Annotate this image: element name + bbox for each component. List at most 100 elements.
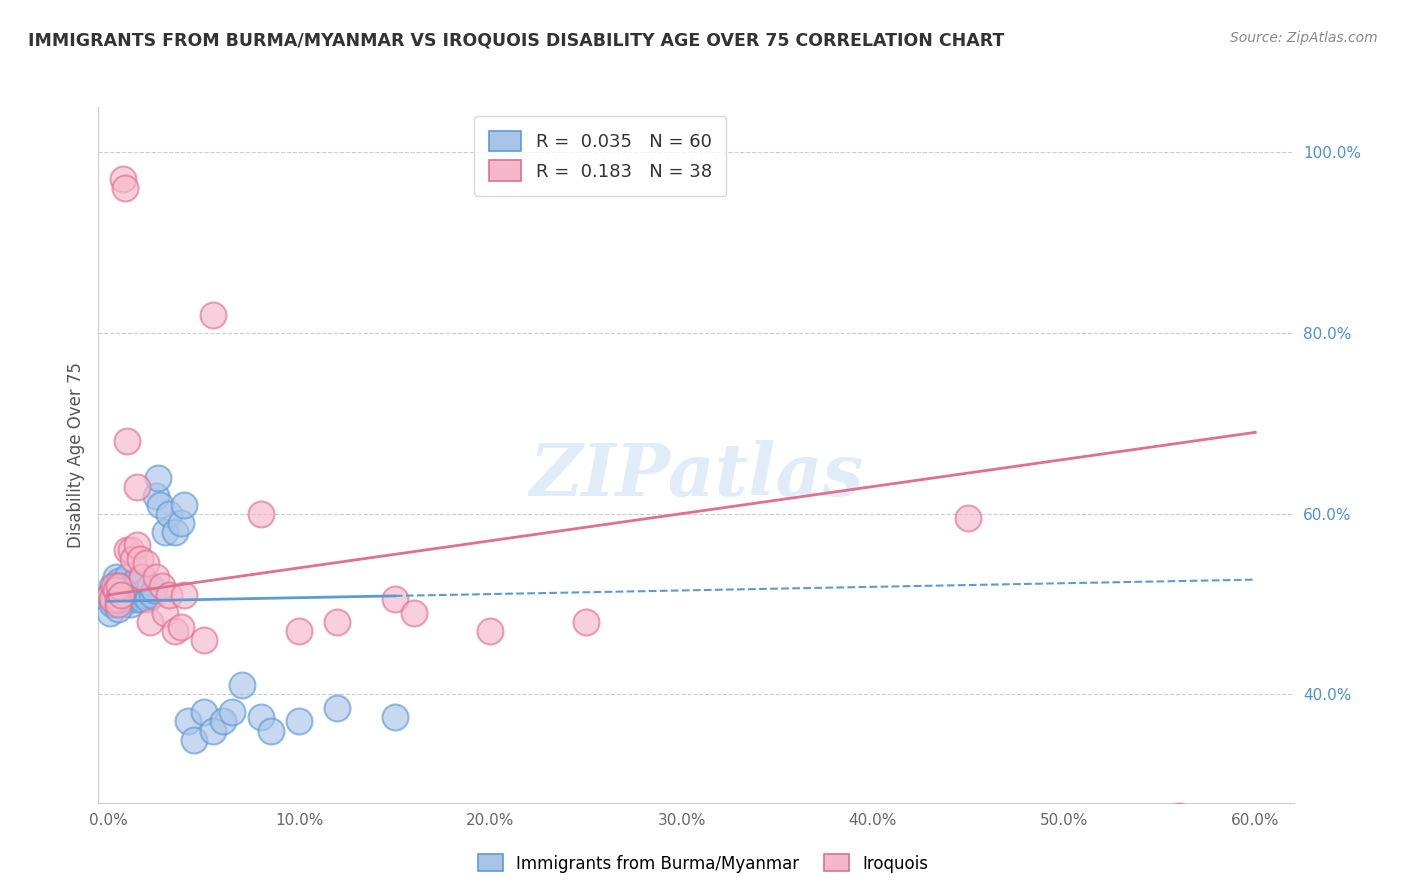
Point (139, 579, 162, 593)
Point (114, 583, 136, 598)
Point (125, 479, 148, 493)
Point (112, 583, 135, 598)
Point (129, 579, 152, 593)
Point (145, 570, 167, 584)
Point (163, 524, 186, 539)
Point (231, 678, 253, 692)
Point (112, 579, 135, 593)
Point (110, 588, 132, 602)
Text: Source: ZipAtlas.com: Source: ZipAtlas.com (1230, 31, 1378, 45)
Point (104, 583, 127, 598)
Point (108, 579, 131, 593)
Point (121, 551, 143, 566)
Point (98, 606, 121, 620)
Point (131, 570, 153, 584)
Point (384, 592, 406, 607)
Point (202, 308, 225, 322)
Point (104, 583, 127, 598)
Point (326, 701, 349, 715)
Point (1167, 809, 1189, 823)
Point (202, 723, 225, 738)
Point (121, 583, 143, 598)
Point (103, 597, 125, 611)
Point (125, 538, 148, 552)
Point (107, 579, 129, 593)
Point (288, 624, 311, 639)
Point (131, 592, 153, 607)
Point (101, 579, 124, 593)
Point (118, 588, 141, 602)
Point (125, 592, 148, 607)
Point (136, 592, 159, 607)
Point (139, 615, 162, 629)
Point (177, 714, 200, 729)
Point (107, 601, 129, 615)
Point (120, 579, 142, 593)
Point (155, 524, 177, 539)
Point (103, 588, 125, 602)
Point (115, 592, 138, 607)
Point (129, 551, 152, 566)
Point (115, 570, 138, 584)
Point (110, 588, 132, 602)
Y-axis label: Disability Age Over 75: Disability Age Over 75 (66, 362, 84, 548)
Point (150, 579, 173, 593)
Point (193, 633, 215, 648)
Point (157, 507, 180, 521)
Point (101, 597, 124, 611)
Point (125, 583, 148, 598)
Point (259, 723, 281, 738)
Point (384, 710, 406, 724)
Point (169, 516, 191, 530)
Point (124, 574, 146, 589)
Point (155, 606, 177, 620)
Point (957, 511, 980, 525)
Point (115, 434, 138, 449)
Point (98, 588, 121, 602)
Point (120, 542, 142, 557)
Point (250, 710, 273, 724)
Point (169, 619, 191, 633)
Point (112, 172, 135, 186)
Point (211, 714, 233, 729)
Point (163, 624, 186, 639)
Point (250, 507, 273, 521)
Point (98, 588, 121, 602)
Point (101, 592, 124, 607)
Point (135, 557, 157, 571)
Point (157, 588, 180, 602)
Point (402, 606, 425, 620)
Point (107, 583, 129, 598)
Point (145, 489, 167, 503)
Text: ZIPatlas: ZIPatlas (529, 441, 863, 511)
Point (108, 592, 131, 607)
Point (575, 615, 598, 629)
Point (120, 597, 142, 611)
Point (110, 588, 132, 602)
Point (114, 181, 136, 195)
Point (112, 597, 135, 611)
Point (128, 588, 150, 602)
Point (103, 579, 125, 593)
Point (107, 597, 129, 611)
Point (221, 706, 243, 720)
Point (104, 570, 127, 584)
Point (115, 542, 138, 557)
Point (108, 574, 131, 589)
Point (141, 588, 163, 602)
Point (193, 706, 215, 720)
Point (103, 592, 125, 607)
Point (173, 588, 195, 602)
Point (107, 592, 129, 607)
Legend: Immigrants from Burma/Myanmar, Iroquois: Immigrants from Burma/Myanmar, Iroquois (471, 847, 935, 880)
Point (107, 592, 129, 607)
Point (135, 583, 157, 598)
Point (134, 588, 156, 602)
Legend: R =  0.035   N = 60, R =  0.183   N = 38: R = 0.035 N = 60, R = 0.183 N = 38 (474, 116, 727, 195)
Point (149, 498, 172, 512)
Point (146, 470, 169, 484)
Point (326, 615, 349, 629)
Point (183, 732, 205, 747)
Point (142, 583, 165, 598)
Point (479, 624, 502, 639)
